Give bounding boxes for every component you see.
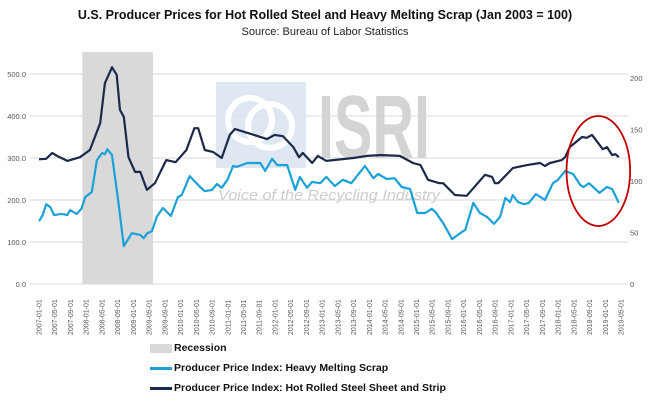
- x-tick-label: 2015-09-01: [445, 299, 452, 335]
- x-tick-label: 2010-05-01: [194, 299, 201, 335]
- x-tick-label: 2019-05-01: [619, 299, 626, 335]
- x-tick-label: 2013-09-01: [351, 299, 358, 335]
- legend-swatch-recession: [150, 343, 172, 353]
- x-tick-label: 2009-01-01: [131, 299, 138, 335]
- x-tick-label: 2013-05-01: [335, 299, 342, 335]
- x-tick-label: 2014-01-01: [367, 299, 374, 335]
- y2-tick-label: 150: [630, 126, 643, 135]
- y2-tick-label: 200: [630, 74, 643, 83]
- x-tick-label: 2012-05-01: [288, 299, 295, 335]
- legend-label: Producer Price Index: Heavy Melting Scra…: [174, 362, 389, 374]
- x-tick-label: 2018-09-01: [587, 299, 594, 335]
- x-tick-label: 2009-05-01: [147, 299, 154, 335]
- legend-scrap: Producer Price Index: Heavy Melting Scra…: [150, 362, 388, 374]
- legend-label: Recession: [174, 342, 227, 354]
- x-tick-label: 2011-01-01: [225, 300, 232, 335]
- x-tick-label: 2016-01-01: [461, 299, 468, 335]
- y-tick-label: 300.0: [7, 154, 26, 163]
- x-tick-label: 2017-01-01: [508, 299, 515, 335]
- x-tick-label: 2015-05-01: [430, 299, 437, 335]
- x-tick-label: 2013-01-01: [320, 299, 327, 335]
- x-tick-label: 2016-05-01: [477, 299, 484, 335]
- x-tick-label: 2015-01-01: [414, 299, 421, 335]
- x-tick-label: 2011-05-01: [241, 300, 248, 335]
- y2-tick-label: 0: [630, 280, 634, 289]
- logo-tagline: Voice of the Recycling Industry: [218, 187, 442, 204]
- logo-ring: [225, 95, 275, 145]
- legend-label: Producer Price Index: Hot Rolled Steel S…: [174, 382, 446, 394]
- legend-recession: Recession: [150, 342, 227, 354]
- y-tick-label: 100.0: [7, 238, 26, 247]
- x-tick-label: 2017-09-01: [540, 299, 547, 335]
- highlight-ellipse: [565, 115, 632, 227]
- x-tick-label: 2008-01-01: [84, 299, 91, 335]
- series-line-scrap: [38, 148, 620, 248]
- x-tick-label: 2017-05-01: [524, 299, 531, 335]
- x-tick-label: 2007-05-01: [52, 299, 59, 335]
- x-tick-label: 2016-09-01: [493, 299, 500, 335]
- series-line-steel: [38, 66, 620, 197]
- chart-subtitle: Source: Bureau of Labor Statistics: [241, 26, 409, 38]
- x-tick-label: 2007-01-01: [37, 299, 44, 335]
- x-tick-label: 2012-09-01: [304, 299, 311, 335]
- y-tick-label: 0.0: [16, 280, 26, 289]
- x-tick-label: 2011-09-01: [257, 300, 264, 335]
- logo-ring: [245, 101, 295, 151]
- legend-swatch-scrap: [150, 366, 172, 370]
- chart-title: U.S. Producer Prices for Hot Rolled Stee…: [77, 8, 573, 22]
- x-tick-label: 2019-01-01: [603, 299, 610, 335]
- x-tick-label: 2012-01-01: [272, 299, 279, 335]
- x-tick-label: 2008-05-01: [99, 299, 106, 335]
- legend-steel: Producer Price Index: Hot Rolled Steel S…: [150, 382, 446, 394]
- y-tick-label: 400.0: [7, 112, 26, 121]
- x-tick-label: 2009-09-01: [162, 299, 169, 335]
- x-tick-label: 2010-09-01: [210, 299, 217, 335]
- x-tick-label: 2010-01-01: [178, 299, 185, 335]
- x-tick-label: 2014-09-01: [398, 299, 405, 335]
- y2-tick-label: 50: [630, 229, 638, 238]
- x-tick-label: 2018-01-01: [556, 299, 563, 335]
- y-tick-label: 500.0: [7, 70, 26, 79]
- x-tick-label: 2008-09-01: [115, 299, 122, 335]
- y2-tick-label: 100: [630, 177, 643, 186]
- y-tick-label: 200.0: [7, 196, 26, 205]
- x-tick-label: 2014-05-01: [383, 299, 390, 335]
- x-tick-label: 2007-09-01: [68, 299, 75, 335]
- x-tick-label: 2018-05-01: [571, 299, 578, 335]
- legend-swatch-steel: [150, 386, 172, 390]
